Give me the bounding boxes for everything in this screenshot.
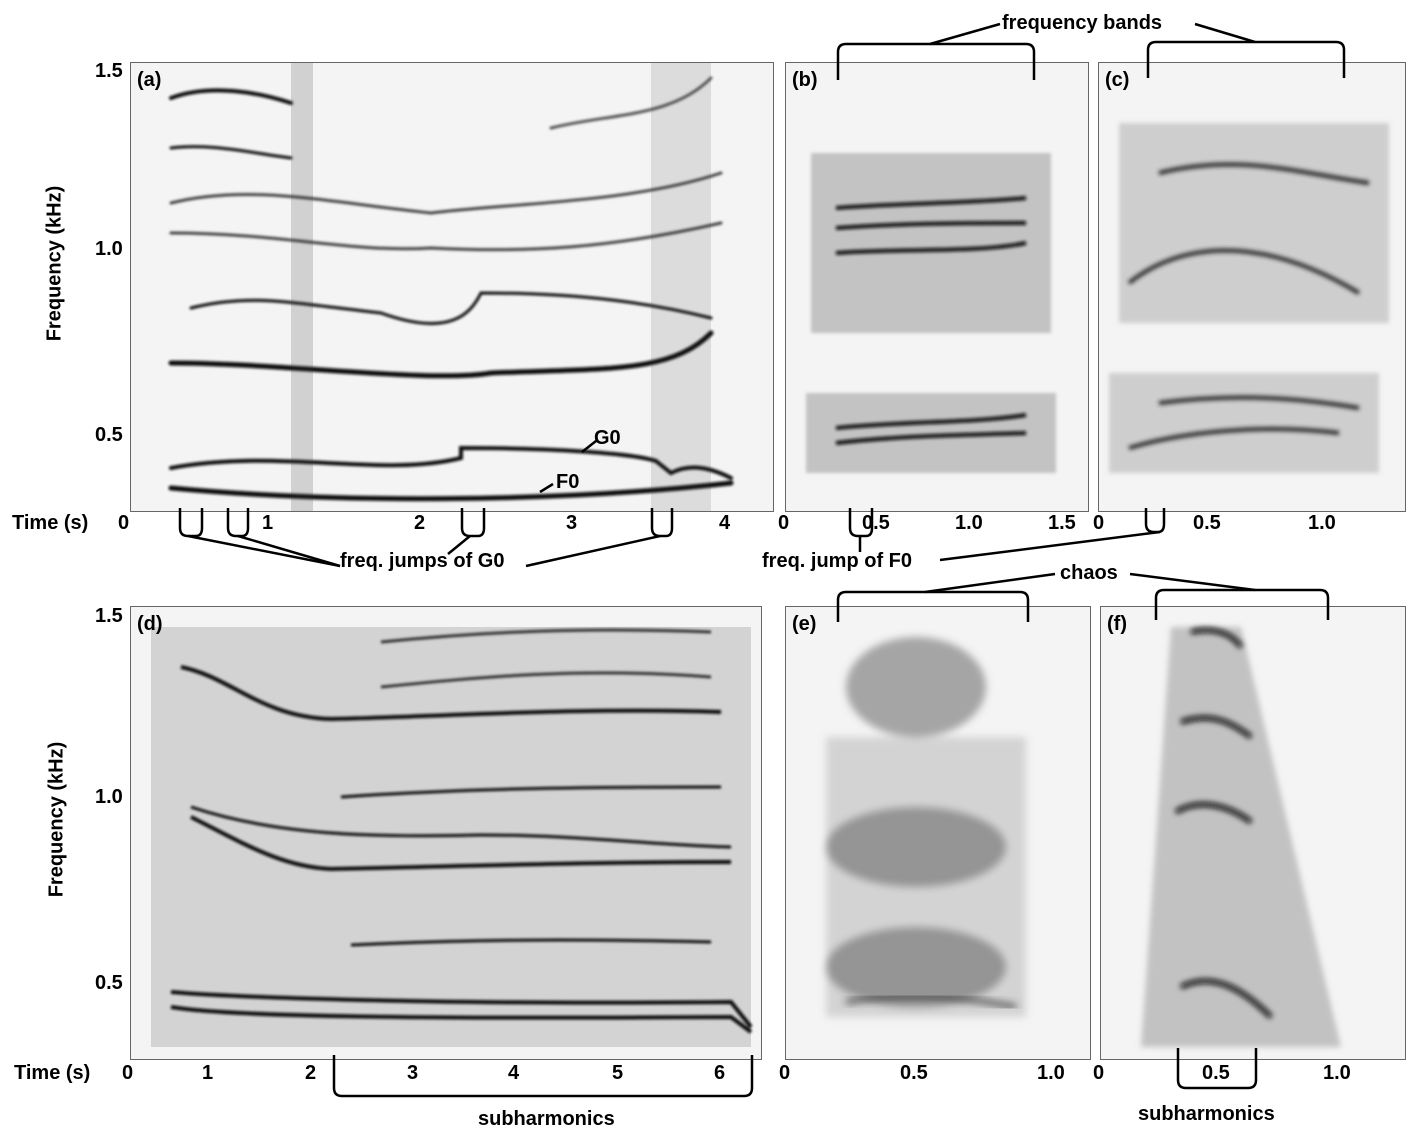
xtick-b-0.5: 0.5	[862, 512, 890, 534]
annotation-subharmonics-f: subharmonics	[1138, 1103, 1275, 1125]
ytick-bottom-1.5: 1.5	[95, 605, 123, 627]
panel-d-label: (d)	[137, 613, 163, 635]
xtick-e-0.5: 0.5	[900, 1062, 928, 1084]
annotation-frequency-bands: frequency bands	[1002, 12, 1163, 34]
xtick-f-0: 0	[1093, 1062, 1105, 1084]
panel-e-spectrogram: (e)	[785, 606, 1091, 1060]
spectrogram-a	[168, 63, 734, 511]
spectrogram-f	[1141, 627, 1341, 1047]
panel-c-spectrogram: (c)	[1098, 62, 1406, 512]
y-axis-label-top: Frequency (kHz)	[43, 185, 66, 342]
spectrogram-c	[1109, 123, 1389, 473]
annotation-f0: F0	[556, 471, 580, 493]
xtick-a-0: 0	[118, 512, 130, 534]
xtick-b-0: 0	[778, 512, 790, 534]
annotation-chaos: chaos	[1060, 562, 1118, 584]
panel-a-label: (a)	[137, 69, 162, 91]
xtick-d-2: 2	[305, 1062, 317, 1084]
x-axis-label-bottom: Time (s)	[14, 1062, 91, 1084]
annotation-freq-jumps-g0: freq. jumps of G0	[340, 550, 505, 572]
spectrogram-b	[806, 153, 1056, 473]
spectrogram-d	[151, 627, 753, 1047]
xtick-e-1.0: 1.0	[1037, 1062, 1065, 1084]
xtick-d-1: 1	[202, 1062, 214, 1084]
panel-f-spectrogram: (f)	[1100, 606, 1406, 1060]
xtick-d-4: 4	[508, 1062, 520, 1084]
panel-f-label: (f)	[1107, 613, 1127, 635]
xtick-a-2: 2	[414, 512, 426, 534]
ytick-top-1.0: 1.0	[95, 238, 123, 260]
xtick-b-1.0: 1.0	[955, 512, 983, 534]
spectrogram-e	[826, 637, 1026, 1017]
ytick-top-1.5: 1.5	[95, 60, 123, 82]
xtick-e-0: 0	[779, 1062, 791, 1084]
xtick-f-1.0: 1.0	[1323, 1062, 1351, 1084]
ytick-top-0.5: 0.5	[95, 424, 123, 446]
panel-a-spectrogram: (a)	[130, 62, 774, 512]
xtick-a-3: 3	[566, 512, 578, 534]
ytick-bottom-1.0: 1.0	[95, 786, 123, 808]
xtick-c-0: 0	[1093, 512, 1105, 534]
xtick-d-0: 0	[122, 1062, 134, 1084]
panel-c-label: (c)	[1105, 69, 1130, 91]
annotation-freq-jump-f0: freq. jump of F0	[762, 550, 912, 572]
xtick-a-1: 1	[262, 512, 274, 534]
annotation-subharmonics-d: subharmonics	[478, 1108, 615, 1130]
ytick-bottom-0.5: 0.5	[95, 972, 123, 994]
annotation-g0: G0	[594, 427, 621, 449]
panel-d-spectrogram: (d)	[130, 606, 762, 1060]
xtick-f-0.5: 0.5	[1202, 1062, 1230, 1084]
panel-e-label: (e)	[792, 613, 817, 635]
xtick-c-0.5: 0.5	[1193, 512, 1221, 534]
y-axis-label-bottom: Frequency (kHz)	[45, 741, 68, 898]
xtick-d-6: 6	[714, 1062, 726, 1084]
x-axis-label-top: Time (s)	[12, 512, 89, 534]
panel-b-spectrogram: (b)	[785, 62, 1089, 512]
xtick-c-1.0: 1.0	[1308, 512, 1336, 534]
panel-b-label: (b)	[792, 69, 818, 91]
xtick-d-5: 5	[612, 1062, 624, 1084]
xtick-a-4: 4	[719, 512, 731, 534]
xtick-d-3: 3	[407, 1062, 419, 1084]
xtick-b-1.5: 1.5	[1048, 512, 1076, 534]
